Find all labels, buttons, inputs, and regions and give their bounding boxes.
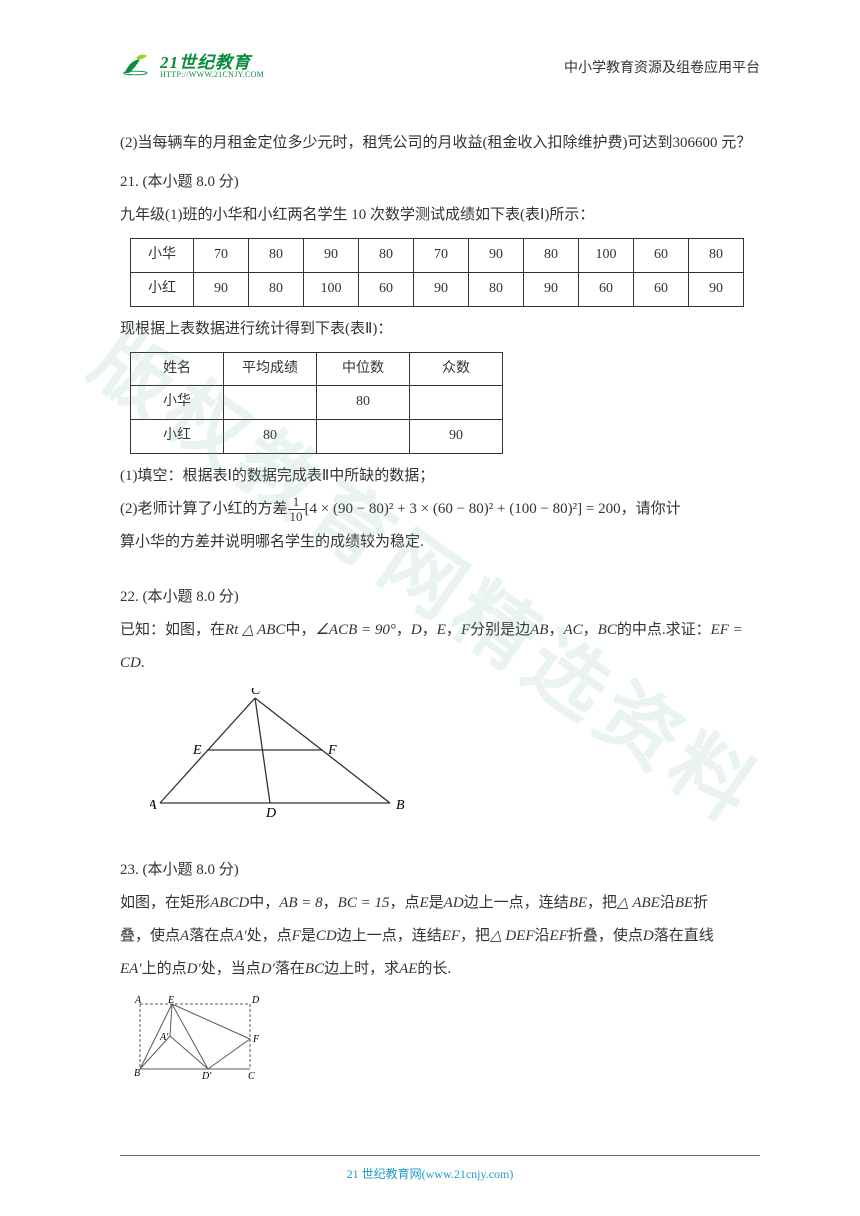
svg-text:E: E (167, 995, 174, 1006)
svg-text:A: A (134, 995, 142, 1006)
svg-text:A: A (150, 798, 157, 813)
q23-line1: 如图，在矩形ABCD中，AB = 8，BC = 15，点E是AD边上一点，连结B… (120, 887, 760, 920)
content: (2)当每辆车的月租金定位多少元时，租凭公司的月收益(租金收入扣除维护费)可达到… (120, 127, 760, 1097)
table-row: 小华 70 80 90 80 70 90 80 100 60 80 (131, 239, 744, 273)
footer: 21 世纪教育网(www.21cnjy.com) (0, 1165, 860, 1182)
svg-text:D: D (265, 806, 276, 821)
table-row: 小红 80 90 (131, 420, 503, 454)
q21-intro: 九年级(1)班的小华和小红两名学生 10 次数学测试成绩如下表(表Ⅰ)所示： (120, 199, 760, 232)
q22-number: 22. (本小题 8.0 分) (120, 581, 760, 614)
q20-part2: (2)当每辆车的月租金定位多少元时，租凭公司的月收益(租金收入扣除维护费)可达到… (120, 127, 760, 160)
q23-number: 23. (本小题 8.0 分) (120, 854, 760, 887)
q21-mid-text: 现根据上表数据进行统计得到下表(表Ⅱ)： (120, 313, 760, 346)
q21-table2: 姓名 平均成绩 中位数 众数 小华 80 小红 80 90 (130, 352, 503, 454)
fraction: 110 (288, 495, 305, 523)
logo-text-main: 21世纪教育 (160, 54, 264, 71)
header-right-text: 中小学教育资源及组卷应用平台 (564, 57, 760, 77)
table-row: 小华 80 (131, 386, 503, 420)
svg-text:D: D (251, 995, 260, 1006)
table-row: 姓名 平均成绩 中位数 众数 (131, 352, 503, 386)
footer-line (120, 1155, 760, 1156)
q23-line2: 叠，使点A落在点A′处，点F是CD边上一点，连结EF，把△ DEF沿EF折叠，使… (120, 920, 760, 953)
q21-p2: (2)老师计算了小红的方差110[4 × (90 − 80)² + 3 × (6… (120, 493, 760, 526)
svg-text:C: C (248, 1071, 255, 1082)
logo: 21世纪教育 HTTP://WWW.21CNJY.COM (120, 50, 264, 83)
q23-line3: EA′上的点D′处，当点D′落在BC边上时，求AE的长. (120, 953, 760, 986)
svg-text:F: F (327, 743, 337, 758)
table-row: 小红 90 80 100 60 90 80 90 60 60 90 (131, 272, 744, 306)
q21-table1: 小华 70 80 90 80 70 90 80 100 60 80 小红 90 … (130, 238, 744, 307)
svg-text:B: B (134, 1068, 140, 1079)
q21-p1: (1)填空：根据表Ⅰ的数据完成表Ⅱ中所缺的数据； (120, 460, 760, 493)
q22-text: 已知：如图，在Rt △ ABC中，∠ACB = 90°，D，E，F分别是边AB，… (120, 614, 760, 680)
q23-figure: A E D B D' C A' F (130, 994, 760, 1097)
svg-text:C: C (251, 688, 261, 698)
svg-text:F: F (252, 1034, 260, 1045)
page-header: 21世纪教育 HTTP://WWW.21CNJY.COM 中小学教育资源及组卷应… (120, 50, 760, 87)
svg-text:E: E (192, 743, 202, 758)
svg-text:B: B (396, 798, 405, 813)
svg-text:A': A' (159, 1032, 169, 1043)
q21-p2-cont: 算小华的方差并说明哪名学生的成绩较为稳定. (120, 526, 760, 559)
svg-text:D': D' (201, 1071, 212, 1082)
logo-icon (120, 50, 156, 83)
q22-figure: A B C D E F (150, 688, 760, 836)
q21-number: 21. (本小题 8.0 分) (120, 166, 760, 199)
logo-text-sub: HTTP://WWW.21CNJY.COM (160, 71, 264, 79)
